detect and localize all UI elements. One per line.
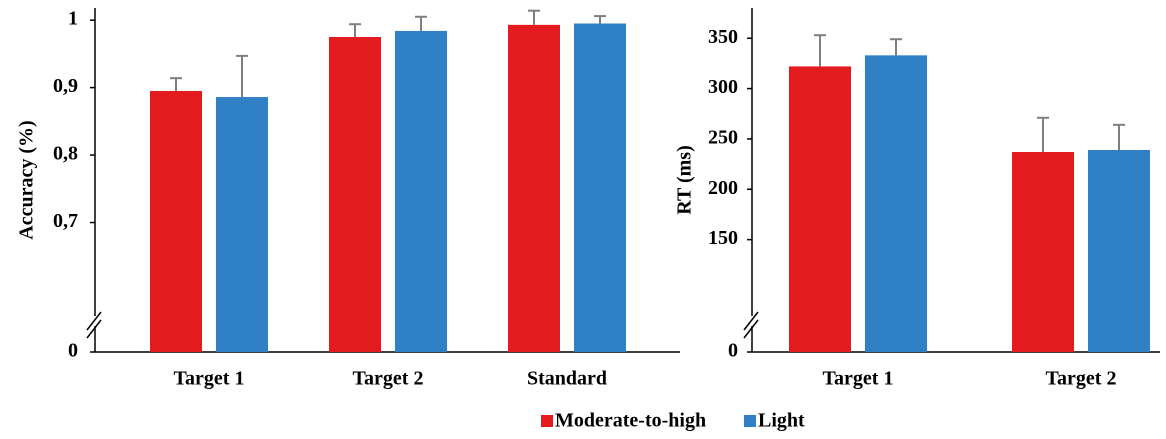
axis-break-gap — [742, 316, 762, 326]
legend-swatch — [541, 415, 553, 427]
y-tick-label: 200 — [708, 177, 738, 199]
x-tick-label: Target 1 — [174, 368, 245, 390]
axis-break — [86, 319, 102, 339]
y-tick-label: 150 — [708, 227, 738, 249]
x-tick-label: Target 2 — [1046, 368, 1117, 390]
x-tick-label: Target 2 — [353, 368, 424, 390]
bar — [395, 30, 447, 352]
y-tick-label: 1 — [68, 8, 78, 30]
bar — [1012, 152, 1074, 352]
axis-break — [743, 311, 759, 331]
legend-swatch — [744, 415, 756, 427]
bar — [150, 90, 202, 352]
bar — [1088, 150, 1150, 352]
axis-break-gap — [85, 316, 105, 326]
bar — [574, 23, 626, 352]
y-tick-label: 300 — [708, 76, 738, 98]
x-tick-label: Standard — [527, 368, 607, 390]
bar — [789, 66, 851, 353]
bar — [865, 55, 927, 352]
y-tick-label: 0 — [728, 340, 738, 362]
axis-break — [86, 311, 102, 331]
bar — [329, 37, 381, 352]
bar — [216, 97, 268, 352]
axis-break — [743, 319, 759, 339]
y-axis-label: Accuracy (%) — [16, 120, 38, 239]
y-tick-label: 0 — [68, 340, 78, 362]
y-axis-label: RT (ms) — [674, 145, 696, 214]
legend-label: Moderate-to-high — [555, 410, 706, 432]
bar — [508, 24, 560, 352]
y-tick-label: 0,9 — [53, 75, 78, 97]
y-tick-label: 0,8 — [53, 143, 78, 165]
legend-label: Light — [758, 410, 805, 432]
y-tick-label: 0,7 — [53, 210, 78, 232]
y-tick-label: 350 — [708, 26, 738, 48]
y-tick-label: 250 — [708, 127, 738, 149]
x-tick-label: Target 1 — [823, 368, 894, 390]
